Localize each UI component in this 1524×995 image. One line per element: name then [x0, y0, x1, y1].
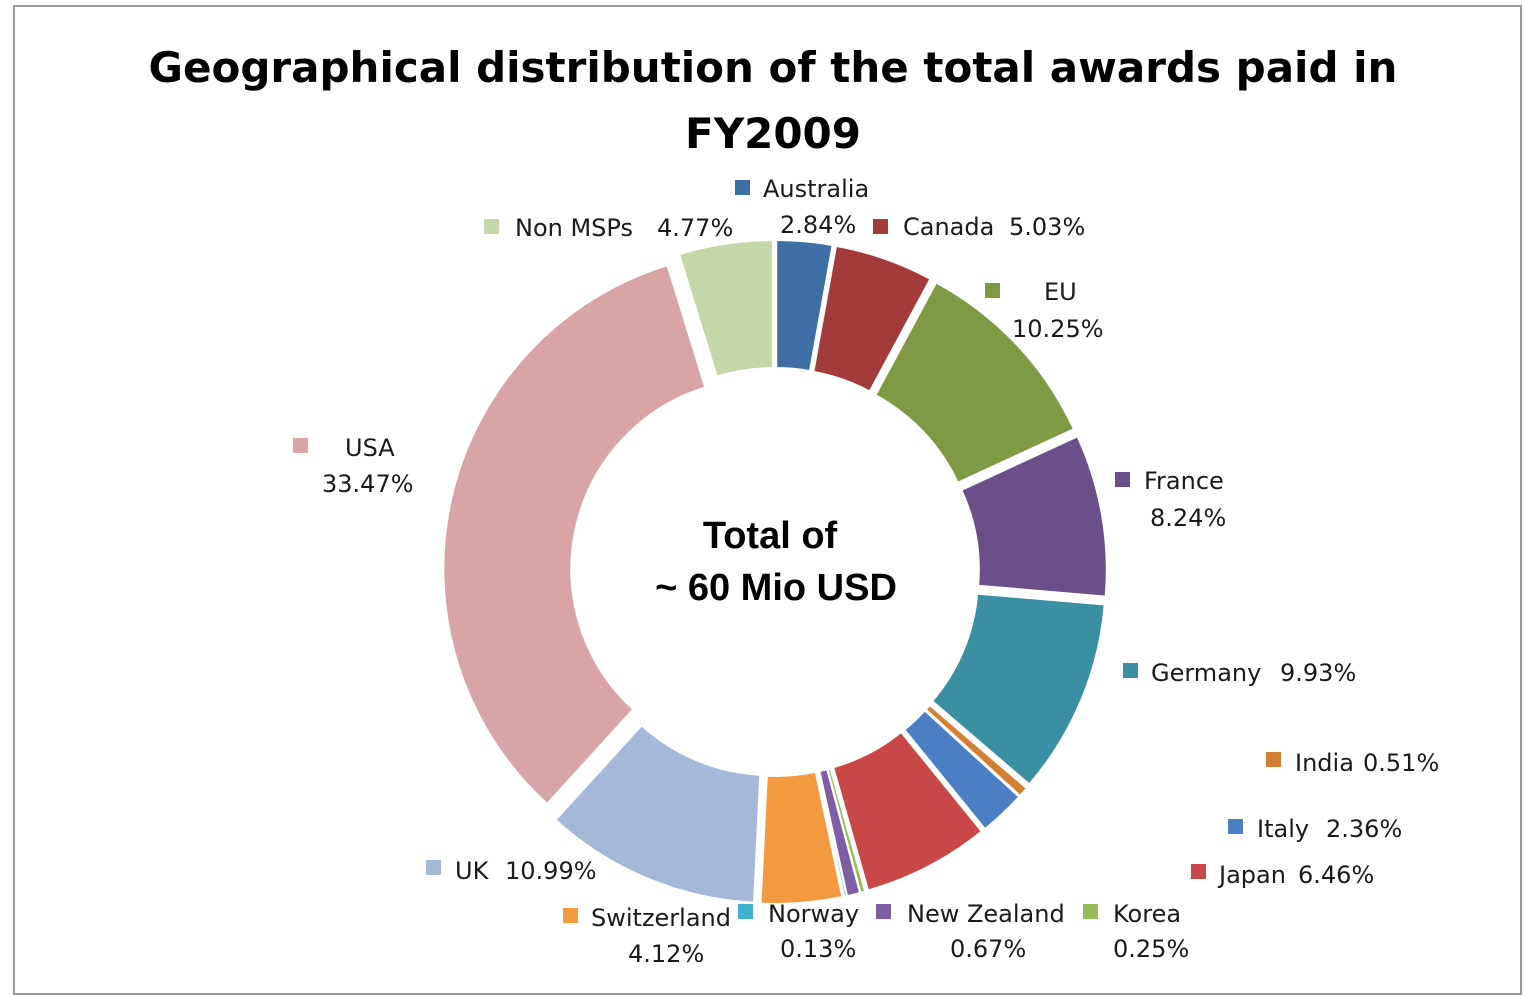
legend-swatch-japan [1191, 864, 1206, 879]
legend-swatch-india [1266, 752, 1281, 767]
slice-name-canada: Canada [903, 213, 994, 241]
slice-name-germany: Germany [1151, 659, 1261, 687]
slice-name-new-zealand: New Zealand [907, 900, 1065, 928]
slice-name-uk: UK [455, 857, 490, 885]
slice-canada [812, 244, 932, 393]
slice-value-japan: 6.46% [1298, 861, 1374, 889]
chart-title-line-2: FY2009 [685, 109, 861, 158]
slice-value-italy: 2.36% [1326, 815, 1402, 843]
slice-value-switzerland: 4.12% [628, 940, 704, 968]
slice-group [442, 239, 1108, 905]
slice-usa [442, 263, 707, 806]
slice-value-france: 8.24% [1150, 504, 1226, 532]
doughnut-chart: Geographical distribution of the total a… [149, 43, 1440, 968]
slice-name-japan: Japan [1217, 861, 1286, 889]
slice-switzerland [759, 770, 844, 905]
slice-norway [816, 769, 848, 898]
slice-value-uk: 10.99% [505, 857, 597, 885]
slice-non-msps [677, 239, 774, 378]
legend-swatch-france [1115, 472, 1130, 487]
slice-germany [930, 592, 1106, 786]
slice-france [959, 434, 1108, 598]
slice-italy [902, 709, 1021, 831]
legend-swatch-usa [293, 438, 308, 453]
slice-japan [831, 730, 984, 892]
legend-swatch-italy [1228, 819, 1243, 834]
slice-eu [874, 281, 1076, 485]
legend-swatch-australia [735, 180, 750, 195]
slice-name-norway: Norway [768, 900, 859, 928]
legend-swatch-germany [1123, 663, 1138, 678]
legend-swatch-korea [1083, 904, 1098, 919]
slice-value-india: 0.51% [1363, 749, 1439, 777]
slice-uk [553, 723, 762, 904]
legend-swatch-switzerland [563, 908, 578, 923]
legend-swatch-uk [426, 860, 441, 875]
center-text-line-2: ~ 60 Mio USD [655, 567, 897, 609]
slice-value-australia: 2.84% [780, 211, 856, 239]
slice-name-switzerland: Switzerland [591, 904, 731, 932]
slice-value-germany: 9.93% [1280, 659, 1356, 687]
legend-swatch-norway [738, 904, 753, 919]
legend-swatch-non-msps [484, 219, 499, 234]
slice-value-usa: 33.47% [322, 470, 414, 498]
slice-value-norway: 0.13% [780, 935, 856, 963]
slice-value-non-msps: 4.77% [657, 214, 733, 242]
center-text-line-1: Total of [703, 515, 838, 557]
slice-value-canada: 5.03% [1009, 213, 1085, 241]
label-group: Australia 2.84% Canada 5.03% EU 10.25% France 8… [293, 175, 1439, 968]
slice-name-korea: Korea [1113, 900, 1181, 928]
slice-value-eu: 10.25% [1012, 315, 1104, 343]
legend-swatch-new-zealand [876, 904, 891, 919]
legend-swatch-canada [873, 219, 888, 234]
slice-value-new-zealand: 0.67% [950, 935, 1026, 963]
slice-name-usa: USA [345, 434, 395, 462]
slice-india [924, 703, 1029, 798]
slice-name-italy: Italy [1257, 815, 1309, 843]
legend-swatch-eu [985, 283, 1000, 298]
slice-australia [775, 239, 834, 373]
slice-name-india: India [1295, 749, 1354, 777]
slice-name-eu: EU [1044, 278, 1077, 306]
chart-title-line-1: Geographical distribution of the total a… [149, 43, 1398, 92]
slice-name-non-msps: Non MSPs [515, 214, 633, 242]
slice-value-korea: 0.25% [1113, 935, 1189, 963]
slice-name-france: France [1144, 467, 1224, 495]
slice-name-australia: Australia [763, 175, 869, 203]
